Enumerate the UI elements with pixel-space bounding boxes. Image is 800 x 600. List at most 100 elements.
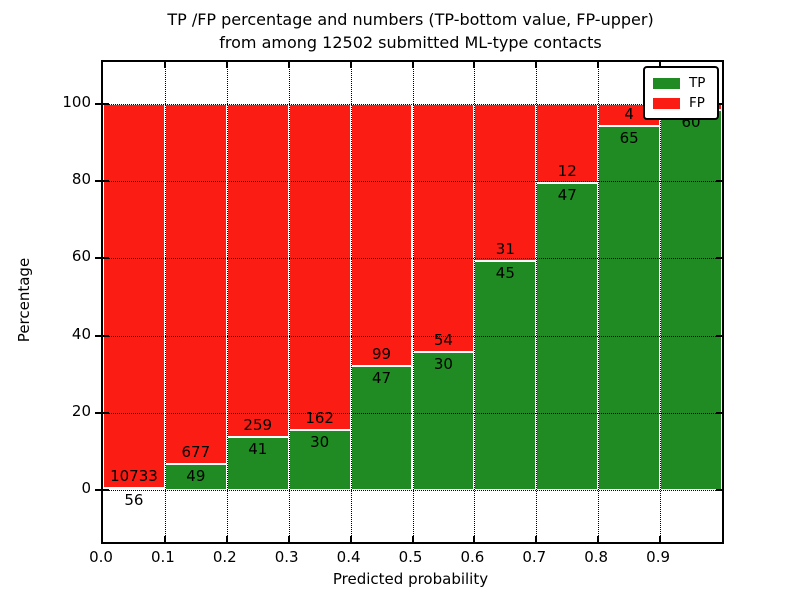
x-tick-top-3 <box>287 62 290 68</box>
x-tick-label-0.0: 0.0 <box>89 548 113 566</box>
gridline-vertical-2 <box>226 62 228 542</box>
legend-swatch-fp-icon <box>653 97 680 109</box>
label-fp-count-0: 10733 <box>110 466 158 485</box>
x-tick-top-7 <box>535 62 538 68</box>
x-tick-bottom-5 <box>411 536 414 542</box>
y-axis-label: Percentage <box>15 257 33 343</box>
y-tick-label-100: 100 <box>62 93 91 111</box>
label-tp-count-3: 30 <box>310 432 330 451</box>
y-tick-left-60 <box>95 257 109 260</box>
bar-segment-fp-3 <box>288 104 351 430</box>
x-tick-bottom-4 <box>349 536 352 542</box>
x-tick-bottom-6 <box>473 536 476 542</box>
x-tick-top-9 <box>659 62 662 68</box>
y-tick-right-100 <box>716 103 722 105</box>
chart-title: TP /FP percentage and numbers (TP-bottom… <box>101 8 720 54</box>
bar-segment-tp-1 <box>164 463 227 490</box>
bar-segment-tp-3 <box>288 429 351 490</box>
label-tp-count-8: 65 <box>619 129 639 148</box>
bar-segment-tp-0 <box>103 487 165 490</box>
x-tick-label-0.3: 0.3 <box>274 548 299 566</box>
legend-item-tp: TP <box>653 73 709 93</box>
label-fp-count-8: 4 <box>624 105 634 124</box>
label-fp-count-5: 54 <box>433 331 453 350</box>
y-tick-label-0: 0 <box>81 479 91 497</box>
y-tick-left-0 <box>95 489 109 491</box>
label-fp-count-6: 31 <box>495 240 515 259</box>
y-tick-label-40: 40 <box>71 324 91 343</box>
x-tick-bottom-9 <box>659 536 662 542</box>
label-tp-count-4: 47 <box>371 368 392 387</box>
label-tp-count-7: 47 <box>557 185 577 204</box>
x-tick-bottom-7 <box>535 536 538 542</box>
y-tick-left-40 <box>95 334 109 337</box>
gridline-vertical-6 <box>474 62 476 542</box>
y-tick-label-80: 80 <box>71 170 91 189</box>
label-tp-count-0: 56 <box>124 490 144 509</box>
label-fp-count-2: 259 <box>243 416 273 435</box>
x-tick-label-0.7: 0.7 <box>522 548 547 566</box>
gridline-vertical-4 <box>350 62 352 542</box>
bar-segment-fp-1 <box>164 104 227 464</box>
gridline-vertical-5 <box>412 62 414 542</box>
y-tick-label-20: 20 <box>71 401 91 420</box>
label-tp-count-1: 49 <box>186 466 206 485</box>
y-tick-label-60: 60 <box>71 247 91 266</box>
plot-area: 10733 56 677 49 259 41 162 30 99 47 54 30 31 45 12 47 4 6… <box>95 60 724 544</box>
x-tick-label-0.4: 0.4 <box>336 548 361 566</box>
bar-segment-fp-6 <box>474 104 537 262</box>
bar-segment-tp-6 <box>474 261 537 490</box>
x-axis-label: Predicted probability <box>332 570 489 588</box>
legend: TP FP <box>643 66 719 120</box>
bar-segment-fp-0 <box>103 104 165 488</box>
x-tick-label-0.8: 0.8 <box>584 548 609 566</box>
legend-label-tp: TP <box>689 75 706 91</box>
label-fp-count-7: 12 <box>557 161 577 180</box>
x-tick-bottom-2 <box>225 536 228 542</box>
bar-segment-tp-9 <box>660 110 722 490</box>
x-tick-bottom-8 <box>597 536 600 542</box>
label-fp-count-3: 162 <box>305 408 334 427</box>
x-tick-top-4 <box>349 62 352 68</box>
y-tick-right-60 <box>716 257 722 260</box>
x-tick-bottom-1 <box>163 536 166 542</box>
bar-segment-tp-4 <box>350 365 413 490</box>
gridline-vertical-9 <box>660 62 662 542</box>
y-tick-right-0 <box>716 489 722 491</box>
label-tp-count-5: 30 <box>433 355 453 374</box>
chart-title-line1: TP /FP percentage and numbers (TP-bottom… <box>167 10 654 29</box>
gridline-vertical-7 <box>536 62 538 542</box>
label-fp-count-1: 677 <box>181 442 211 461</box>
legend-swatch-tp-icon <box>653 77 680 89</box>
legend-label-fp: FP <box>689 95 705 111</box>
x-tick-top-6 <box>473 62 476 68</box>
y-tick-right-20 <box>716 411 722 414</box>
bar-segment-fp-7 <box>536 104 599 183</box>
x-tick-top-2 <box>225 62 228 68</box>
x-tick-label-0.5: 0.5 <box>398 548 423 566</box>
chart-title-line2: from among 12502 submitted ML-type conta… <box>219 33 602 52</box>
y-tick-right-80 <box>716 180 722 183</box>
bar-segment-fp-5 <box>412 104 475 353</box>
x-tick-bottom-3 <box>287 536 290 542</box>
legend-item-fp: FP <box>653 93 709 113</box>
x-tick-label-0.2: 0.2 <box>212 548 237 566</box>
x-tick-label-0.9: 0.9 <box>646 548 671 566</box>
label-tp-count-2: 41 <box>248 440 268 459</box>
gridline-vertical-3 <box>288 62 290 542</box>
gridline-vertical-1 <box>164 62 166 542</box>
y-tick-left-80 <box>95 180 109 183</box>
bar-segment-fp-4 <box>350 104 413 366</box>
bar-segment-tp-8 <box>598 126 661 490</box>
y-tick-right-40 <box>716 334 722 337</box>
x-tick-top-8 <box>597 62 600 68</box>
x-tick-top-5 <box>411 62 414 68</box>
y-tick-left-20 <box>95 411 109 414</box>
x-tick-label-0.1: 0.1 <box>150 548 175 566</box>
bar-segment-fp-2 <box>226 104 289 438</box>
x-tick-label-0.6: 0.6 <box>460 548 485 566</box>
label-fp-count-4: 99 <box>371 344 392 363</box>
label-tp-count-6: 45 <box>495 264 515 283</box>
x-tick-top-1 <box>163 62 166 68</box>
